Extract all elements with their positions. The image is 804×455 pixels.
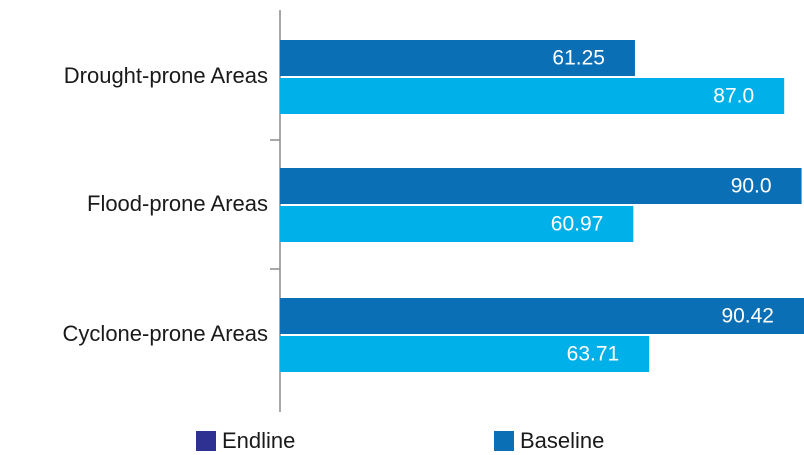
- legend-label-endline: Endline: [222, 428, 295, 454]
- bar-baseline-drought-prone-areas: [280, 78, 784, 114]
- legend-swatch-endline: [196, 431, 216, 451]
- category-label-flood-prone-areas: Flood-prone Areas: [87, 191, 268, 216]
- legend-swatch-baseline: [494, 431, 514, 451]
- data-label-baseline-drought-prone-areas: 87.0: [713, 85, 754, 108]
- data-label-endline-drought-prone-areas: 61.25: [552, 47, 605, 70]
- legend-item-endline: Endline: [196, 428, 295, 454]
- category-label-cyclone-prone-areas: Cyclone-prone Areas: [63, 321, 268, 346]
- legend: Endline Baseline: [0, 428, 804, 454]
- chart-plot: Drought-prone Areas 61.25 87.0 Flood-prone …: [0, 0, 804, 430]
- legend-label-baseline: Baseline: [520, 428, 604, 454]
- legend-item-baseline: Baseline: [494, 428, 604, 454]
- data-label-endline-flood-prone-areas: 90.0: [731, 175, 772, 198]
- bar-endline-flood-prone-areas: [280, 168, 802, 204]
- data-label-baseline-cyclone-prone-areas: 63.71: [567, 343, 620, 366]
- data-label-endline-cyclone-prone-areas: 90.42: [721, 305, 774, 328]
- data-label-baseline-flood-prone-areas: 60.97: [551, 213, 604, 236]
- category-label-drought-prone-areas: Drought-prone Areas: [64, 63, 268, 88]
